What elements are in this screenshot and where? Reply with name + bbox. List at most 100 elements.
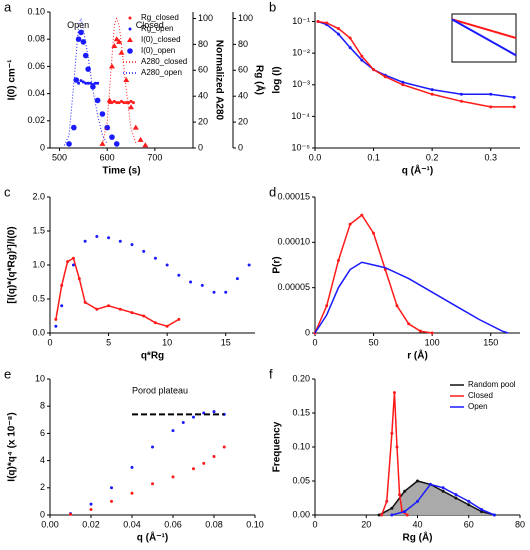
point (113, 141, 120, 147)
point (73, 77, 80, 83)
point (112, 99, 116, 103)
point (398, 493, 402, 497)
x-tick-label: 60 (464, 519, 474, 529)
point (390, 431, 394, 435)
point (430, 92, 434, 96)
y-tick-label: 0.10 (27, 6, 45, 16)
point (360, 58, 364, 62)
x-tick-label: 40 (412, 519, 422, 529)
y3-tick-label: 60 (238, 65, 248, 75)
point (348, 36, 352, 40)
point (336, 32, 340, 36)
point (202, 461, 206, 465)
y-tick-label: 0.02 (27, 115, 45, 125)
y-tick-label: 0.15 (292, 407, 310, 417)
legend-swatch (127, 48, 133, 54)
point (84, 81, 88, 85)
point (99, 111, 106, 117)
x-tick-label: 10 (162, 337, 172, 347)
point (54, 317, 58, 321)
point (128, 104, 135, 110)
point (418, 329, 422, 333)
x-tick-label: 0 (47, 337, 52, 347)
point (69, 512, 72, 516)
y-tick-label: 0.05 (292, 475, 310, 485)
point (122, 101, 126, 105)
point (416, 479, 419, 483)
inset-line (451, 18, 517, 57)
x-tick-label: 80 (515, 519, 525, 529)
point (142, 142, 149, 148)
point (390, 506, 394, 510)
point (459, 99, 463, 103)
x-tick-label: 0 (312, 519, 317, 529)
x-tick-label: 0.00 (41, 519, 59, 529)
point (360, 54, 364, 58)
point (403, 489, 407, 493)
y2-tick-label: 40 (198, 91, 208, 101)
x-tick-label: 150 (483, 337, 498, 347)
point (383, 75, 387, 79)
point (441, 486, 445, 490)
point (79, 79, 83, 83)
point (83, 239, 87, 243)
inset-line (451, 18, 517, 39)
y-tick-label: 10⁻¹ (292, 16, 310, 26)
point (489, 105, 493, 109)
legend-label: Open (468, 402, 488, 411)
point (153, 256, 157, 260)
point (123, 77, 130, 82)
point (111, 43, 118, 48)
y2-tick-label: 80 (198, 39, 208, 49)
x-axis-label: Rg (Å) (403, 531, 433, 544)
point (405, 513, 409, 517)
y-tick-label: 0.04 (27, 88, 45, 98)
point (377, 513, 381, 517)
legend-swatch (127, 37, 133, 42)
point (80, 39, 87, 45)
point (107, 304, 111, 308)
point (454, 496, 458, 500)
point (127, 101, 131, 105)
annotation: Porod plateau (132, 386, 188, 396)
x-tick-label: 20 (361, 519, 371, 529)
legend-label: A280_closed (141, 57, 187, 66)
y2-tick-label: 100 (198, 13, 213, 23)
x-tick-label: 0.02 (82, 519, 100, 529)
x-axis-label: r (Å) (407, 349, 428, 362)
point (104, 124, 110, 131)
series-line (101, 17, 137, 145)
point (372, 231, 376, 235)
y-tick-label: 2.0 (32, 191, 45, 201)
legend-label: Random pool (468, 380, 516, 389)
point (247, 263, 251, 267)
point (165, 263, 169, 267)
y3-tick-label: 0 (238, 142, 243, 152)
y-tick-label: 10⁻⁴ (291, 111, 310, 121)
point (142, 249, 146, 253)
point (106, 97, 113, 103)
point (89, 502, 93, 506)
point (116, 38, 123, 44)
point (407, 322, 411, 326)
point (95, 234, 99, 238)
point (96, 81, 100, 85)
legend-label: I(0)_closed (141, 35, 181, 44)
point (336, 27, 340, 31)
point (131, 101, 135, 105)
x-tick-label: 0.10 (246, 519, 264, 529)
y-axis-label: P(r) (272, 256, 283, 273)
y-tick-label: 10⁻⁵ (292, 142, 311, 152)
point (467, 503, 471, 507)
point (85, 66, 91, 72)
point (66, 141, 72, 147)
x-tick-label: 0.0 (309, 152, 322, 162)
y3-tick-label: 100 (238, 13, 253, 23)
y-tick-label: 0 (305, 327, 310, 337)
y-tick-label: 10 (35, 373, 45, 383)
point (200, 283, 204, 287)
y-tick-label: 4 (40, 455, 45, 465)
point (212, 410, 216, 414)
y3-label: Rg (Å) (253, 65, 266, 95)
